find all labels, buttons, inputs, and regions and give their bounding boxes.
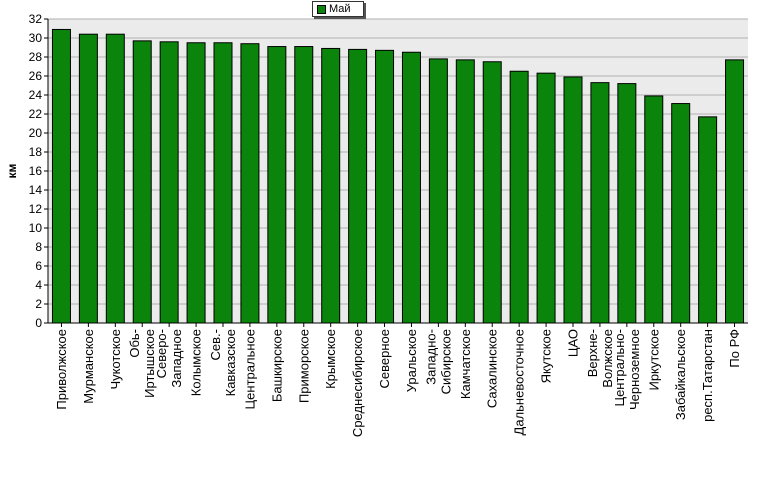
y-tick-label: 6 <box>35 259 42 273</box>
x-tick-label: Сев.-Кавказское <box>208 329 238 396</box>
y-tick-label: 12 <box>29 202 43 216</box>
bar <box>428 58 448 324</box>
x-tick-label: Центральное <box>242 329 257 409</box>
y-tick-label: 28 <box>29 50 43 64</box>
x-tick-label: Северо-Западное <box>154 329 184 388</box>
bar <box>186 42 206 324</box>
bar <box>455 59 475 324</box>
x-tick-label: Приморское <box>296 329 311 403</box>
bar <box>698 116 718 324</box>
x-tick-label: Среднесибирское <box>350 329 365 437</box>
y-tick-label: 30 <box>29 31 43 45</box>
x-tick-label: Сахалинское <box>485 329 500 408</box>
bar <box>213 42 233 324</box>
y-tick-label: 16 <box>29 164 43 178</box>
x-tick-label: Центрально-Черноземное <box>612 329 642 410</box>
x-tick-label: респ.Татарстан <box>700 329 715 422</box>
bar <box>105 33 125 324</box>
y-tick-label: 8 <box>35 240 42 254</box>
bar <box>159 41 179 324</box>
y-tick-label: 0 <box>35 316 42 330</box>
x-axis-labels: Приволжское Мурманское Чукотское Обь-Иртышс… <box>54 323 742 437</box>
bar <box>644 95 664 324</box>
bar <box>509 70 529 324</box>
x-tick-label: Забайкальское <box>673 329 688 420</box>
bar <box>348 48 368 324</box>
bar <box>563 76 583 324</box>
x-tick-label: ЦАО <box>566 329 581 357</box>
bar <box>671 103 691 324</box>
y-tick-label: 26 <box>29 69 43 83</box>
y-tick-label: 20 <box>29 126 43 140</box>
x-tick-label: Приволжское <box>54 329 69 410</box>
x-tick-label: Колымское <box>189 329 204 396</box>
x-tick-label: Камчатское <box>458 329 473 399</box>
x-tick-label: Якутское <box>539 329 554 383</box>
x-tick-label: Дальневосточное <box>512 329 527 435</box>
x-tick-label: Иркутское <box>646 329 661 391</box>
x-tick-label: Крымское <box>323 329 338 389</box>
legend-label: Май <box>329 3 351 15</box>
x-tick-label: Западно-Сибирское <box>423 329 453 394</box>
x-tick-label: Башкирское <box>269 329 284 402</box>
y-tick-label: 32 <box>29 12 43 26</box>
bar <box>132 40 152 324</box>
bar <box>536 72 556 324</box>
y-tick-label: 24 <box>29 88 43 102</box>
y-tick-label: 22 <box>29 107 43 121</box>
bar <box>482 61 502 324</box>
x-tick-label: Мурманское <box>81 329 96 404</box>
x-tick-label: Верхне-Волжское <box>585 329 615 388</box>
y-tick-label: 14 <box>29 183 43 197</box>
y-tick-label: 18 <box>29 145 43 159</box>
x-tick-label: Чукотское <box>108 329 123 390</box>
bar <box>617 83 637 324</box>
bar <box>51 28 71 324</box>
x-tick-label: Уральское <box>404 329 419 392</box>
bar <box>375 49 395 324</box>
bar <box>401 51 421 324</box>
legend: Май <box>312 1 364 17</box>
bar <box>78 33 98 324</box>
y-tick-label: 4 <box>35 278 42 292</box>
bar <box>725 59 745 324</box>
y-tick-label: 2 <box>35 297 42 311</box>
x-tick-label: Обь-Иртышское <box>127 329 157 398</box>
bar <box>267 46 287 324</box>
bar <box>321 47 341 324</box>
y-tick-label: 10 <box>29 221 43 235</box>
bar <box>294 46 314 324</box>
bar <box>590 82 610 324</box>
y-axis-label: км <box>5 163 19 178</box>
x-tick-label: Северное <box>377 329 392 388</box>
x-tick-label: По РФ <box>727 329 742 368</box>
legend-swatch <box>317 5 326 14</box>
bar <box>240 43 260 324</box>
